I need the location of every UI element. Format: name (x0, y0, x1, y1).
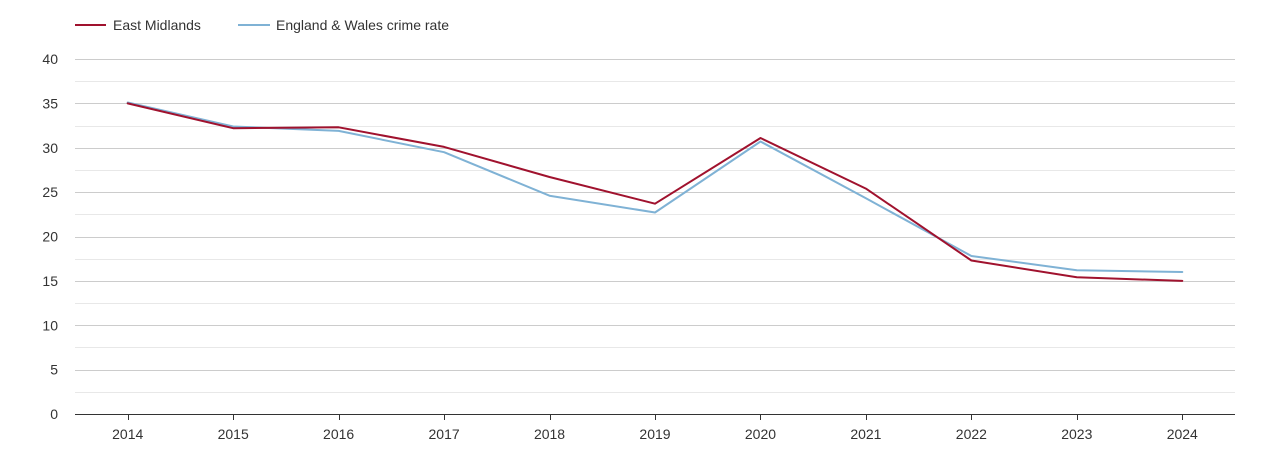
x-tick-label: 2016 (323, 426, 354, 442)
x-tick-label: 2019 (639, 426, 670, 442)
x-tick-label: 2020 (745, 426, 776, 442)
y-tick-label: 10 (42, 317, 58, 333)
legend-label-england-wales: England & Wales crime rate (276, 17, 449, 33)
series-line-east-midlands[interactable] (126, 102, 1184, 282)
legend-item-england-wales[interactable]: England & Wales crime rate (238, 17, 449, 33)
y-tick-label: 25 (42, 184, 58, 200)
y-tick-label: 30 (42, 140, 58, 156)
x-tick-label: 2014 (112, 426, 143, 442)
y-tick-label: 20 (42, 229, 58, 245)
legend: East Midlands England & Wales crime rate (75, 17, 449, 33)
x-tick-label: 2021 (850, 426, 881, 442)
y-tick-label: 5 (50, 362, 58, 378)
y-tick-label: 0 (50, 406, 58, 422)
series-line-england-wales[interactable] (126, 101, 1184, 273)
y-tick-label: 15 (42, 273, 58, 289)
x-tick-label: 2015 (218, 426, 249, 442)
legend-label-east-midlands: East Midlands (113, 17, 201, 33)
x-tick-label: 2023 (1061, 426, 1092, 442)
y-tick-label: 35 (42, 95, 58, 111)
legend-item-east-midlands[interactable]: East Midlands (75, 17, 201, 33)
x-tick-label: 2017 (429, 426, 460, 442)
axes: 2014 2015 2016 2017 2018 2019 2020 2021 2022 2023… (42, 51, 1235, 442)
x-tick-label: 2022 (956, 426, 987, 442)
grid (75, 59, 1235, 393)
series-lines (126, 101, 1184, 282)
y-tick-label: 40 (42, 51, 58, 67)
x-tick-label: 2018 (534, 426, 565, 442)
x-tick-label: 2024 (1167, 426, 1198, 442)
